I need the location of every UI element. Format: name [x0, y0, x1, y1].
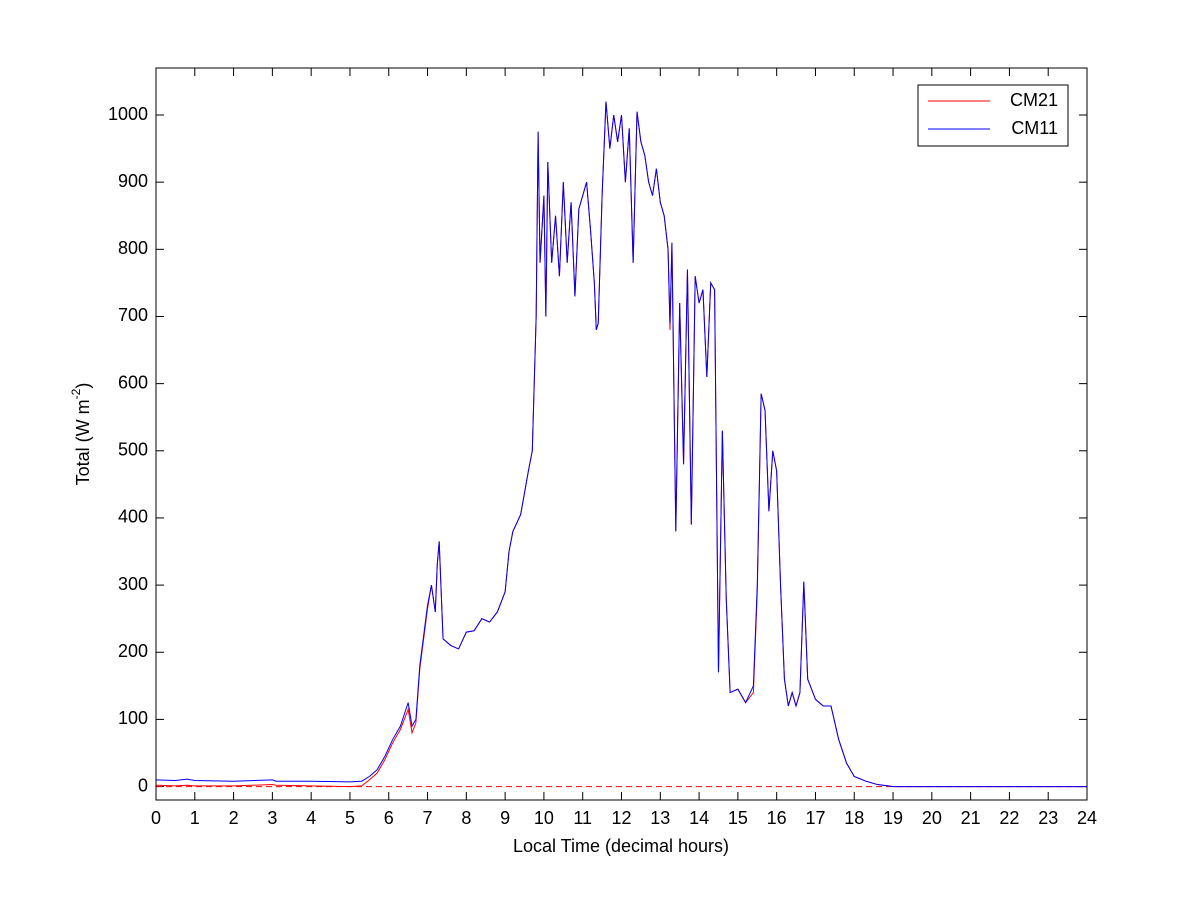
x-tick-label: 18	[844, 808, 864, 828]
x-tick-label: 7	[423, 808, 433, 828]
x-tick-label: 22	[999, 808, 1019, 828]
x-tick-label: 1	[190, 808, 200, 828]
x-tick-label: 0	[151, 808, 161, 828]
x-tick-label: 13	[650, 808, 670, 828]
x-tick-label: 12	[611, 808, 631, 828]
y-tick-label: 900	[118, 171, 148, 191]
x-tick-label: 3	[267, 808, 277, 828]
x-tick-label: 19	[883, 808, 903, 828]
x-tick-label: 5	[345, 808, 355, 828]
y-tick-label: 0	[138, 775, 148, 795]
x-tick-label: 9	[500, 808, 510, 828]
y-tick-label: 700	[118, 305, 148, 325]
y-tick-label: 400	[118, 507, 148, 527]
x-tick-label: 2	[229, 808, 239, 828]
y-axis-label-sup: -2	[69, 388, 83, 399]
x-axis-label: Local Time (decimal hours)	[513, 836, 729, 856]
y-tick-label: 500	[118, 440, 148, 460]
y-axis-label-end: )	[73, 383, 93, 389]
y-tick-label: 800	[118, 238, 148, 258]
axes-box	[155, 67, 1088, 801]
y-tick-label: 600	[118, 372, 148, 392]
x-tick-label: 20	[922, 808, 942, 828]
x-tick-label: 14	[689, 808, 709, 828]
x-tick-label: 16	[767, 808, 787, 828]
legend-label: CM11	[1011, 118, 1058, 138]
x-tick-label: 15	[728, 808, 748, 828]
x-tick-label: 6	[384, 808, 394, 828]
y-tick-label: 1000	[108, 104, 148, 124]
x-tick-label: 17	[805, 808, 825, 828]
y-axis-label-main: Total (W m	[73, 399, 93, 485]
x-tick-label: 4	[306, 808, 316, 828]
y-axis-label: Total (W m-2)	[69, 383, 93, 486]
x-tick-label: 8	[461, 808, 471, 828]
series-line	[155, 101, 1087, 788]
y-tick-label: 100	[118, 708, 148, 728]
x-tick-label: 24	[1077, 808, 1097, 828]
legend-box	[917, 84, 1069, 147]
plot-area	[156, 68, 1087, 800]
x-tick-label: 21	[961, 808, 981, 828]
y-tick-label: 300	[118, 574, 148, 594]
x-tick-label: 11	[573, 808, 592, 828]
y-tick-label: 200	[118, 641, 148, 661]
legend-label: CM21	[1010, 90, 1058, 110]
x-tick-label: 10	[534, 808, 554, 828]
x-tick-label: 23	[1038, 808, 1058, 828]
